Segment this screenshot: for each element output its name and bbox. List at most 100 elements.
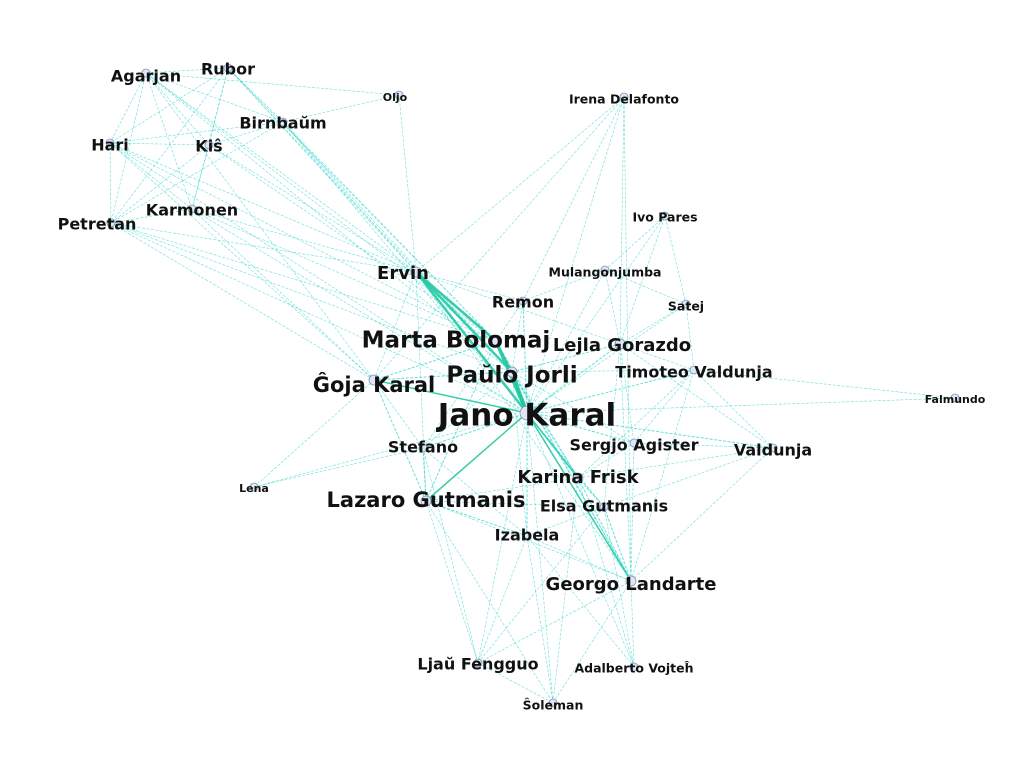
graph-node-karina[interactable] — [572, 472, 584, 484]
graph-edge — [526, 412, 774, 449]
graph-edge — [526, 535, 554, 704]
node-label-lejla: Lejla Gorazdo — [553, 335, 691, 356]
graph-edge — [282, 94, 400, 123]
graph-edge — [422, 447, 479, 664]
node-label-ljau: Ljaŭ Fengguo — [417, 655, 538, 674]
graph-edge — [208, 144, 417, 273]
node-label-remon: Remon — [492, 293, 554, 312]
graph-node-georgo[interactable] — [625, 575, 637, 587]
graph-edge — [693, 369, 774, 449]
graph-node-karmonen[interactable] — [187, 204, 197, 214]
graph-edge — [191, 208, 417, 273]
graph-node-mulangonjumba[interactable] — [600, 265, 610, 275]
graph-node-rubor[interactable] — [223, 63, 233, 73]
graph-node-birnbaum[interactable] — [278, 117, 288, 127]
graph-edge — [282, 121, 513, 373]
graph-edge — [604, 269, 621, 345]
graph-node-izabela[interactable] — [522, 531, 532, 541]
graph-edge — [110, 208, 193, 224]
graph-node-soleman[interactable] — [548, 698, 558, 708]
graph-edge — [619, 343, 774, 449]
graph-node-goja[interactable] — [368, 374, 380, 386]
graph-edge — [477, 506, 605, 664]
graph-node-falmundo[interactable] — [950, 393, 960, 403]
graph-edge — [110, 72, 147, 224]
graph-node-ljau[interactable] — [473, 658, 483, 668]
graph-node-hari[interactable] — [105, 138, 115, 148]
graph-node-valdunja[interactable] — [768, 443, 778, 453]
graph-node-stefano[interactable] — [418, 443, 428, 453]
graph-edge — [522, 96, 625, 302]
graph-edge — [619, 343, 635, 444]
graph-edge — [109, 142, 497, 342]
graph-edge — [398, 94, 417, 273]
graph-edge — [373, 379, 528, 414]
graph-node-jano[interactable] — [519, 405, 535, 421]
graph-node-adalberto[interactable] — [629, 662, 639, 672]
graph-edge — [526, 397, 956, 414]
graph-edge — [145, 72, 417, 273]
node-label-kis: Kiŝ — [195, 137, 222, 156]
graph-edge — [425, 500, 479, 664]
graph-edge — [109, 142, 528, 414]
graph-nodes — [105, 63, 960, 708]
graph-node-kis[interactable] — [204, 140, 214, 150]
graph-edge — [630, 369, 695, 582]
node-label-sergjo: Sergjo Agister — [570, 436, 699, 455]
graph-node-elsa[interactable] — [599, 502, 609, 512]
graph-edge — [110, 67, 229, 224]
graph-node-irena[interactable] — [619, 92, 629, 102]
graph-node-ivo[interactable] — [660, 211, 670, 221]
graph-edge — [526, 303, 687, 414]
graph-edge — [282, 121, 528, 414]
graph-edge — [110, 222, 497, 342]
graph-edge — [526, 412, 635, 668]
graph-edge — [425, 500, 605, 508]
node-label-agarjan: Agarjan — [111, 67, 181, 86]
graph-edge — [415, 271, 427, 502]
graph-node-oljo[interactable] — [394, 90, 404, 100]
graph-edge — [526, 369, 695, 414]
graph-node-timoteo[interactable] — [689, 365, 699, 375]
graph-node-petretan[interactable] — [106, 218, 116, 228]
graph-edge — [145, 72, 193, 210]
graph-node-satej[interactable] — [681, 299, 691, 309]
graph-edge — [577, 447, 774, 479]
graph-edge — [109, 121, 284, 144]
graph-node-ervin[interactable] — [410, 266, 422, 278]
graph-node-agarjan[interactable] — [141, 68, 151, 78]
graph-edge — [526, 535, 632, 582]
graph-edge — [630, 580, 635, 668]
graph-edge — [526, 269, 606, 414]
graph-node-marta[interactable] — [490, 335, 502, 347]
node-label-karmonen: Karmonen — [146, 201, 238, 220]
node-label-jano: Jano Karal — [436, 398, 616, 434]
graph-edge — [603, 343, 621, 508]
graph-labels: Jano Karal Paŭlo Jorli Marta Bolomaj Ĝoja K… — [58, 60, 986, 713]
graph-edge — [619, 303, 687, 345]
node-label-stefano: Stefano — [388, 438, 458, 457]
graph-edge — [495, 340, 632, 582]
graph-edge — [511, 371, 635, 444]
graph-node-lena[interactable] — [249, 482, 259, 492]
graph-edge — [373, 371, 513, 381]
graph-edge — [425, 412, 528, 502]
graph-edge — [425, 477, 579, 502]
graph-edge — [109, 142, 210, 146]
graph-edge — [422, 447, 528, 537]
graph-node-paulo[interactable] — [506, 366, 518, 378]
node-label-lazaro: Lazaro Gutmanis — [327, 488, 526, 512]
graph-edge — [109, 67, 229, 144]
graph-node-lejla[interactable] — [614, 338, 626, 350]
graph-edge — [415, 271, 524, 302]
graph-node-lazaro[interactable] — [420, 495, 432, 507]
graph-edge — [693, 369, 956, 399]
node-label-hari: Hari — [91, 136, 129, 155]
graph-edge — [633, 369, 695, 444]
graph-node-sergjo[interactable] — [629, 438, 639, 448]
graph-edge — [552, 580, 632, 704]
graph-edge — [603, 506, 635, 668]
graph-edge — [415, 271, 579, 479]
graph-node-remon[interactable] — [518, 296, 528, 306]
